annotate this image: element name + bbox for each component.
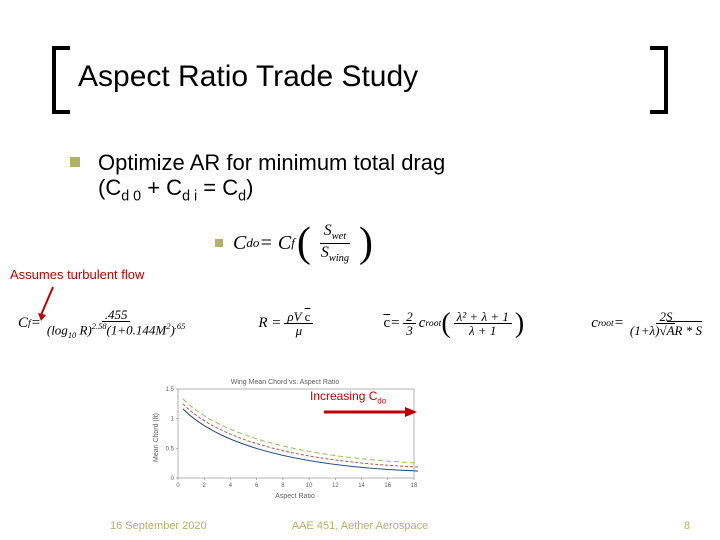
svg-text:6: 6 — [255, 483, 259, 489]
svg-text:0.5: 0.5 — [166, 446, 175, 452]
svg-text:8: 8 — [281, 483, 285, 489]
fraction: Swet Swing — [317, 222, 353, 263]
paren-left-icon: ( — [297, 222, 311, 264]
bracket-left-icon — [52, 46, 70, 114]
arrow-icon — [322, 404, 417, 420]
svg-text:1: 1 — [171, 417, 175, 423]
bullet-line2: (Cd 0 + Cd i = Cd) — [98, 175, 253, 200]
svg-text:14: 14 — [358, 483, 365, 489]
svg-text:Aspect Ratio: Aspect Ratio — [275, 493, 315, 500]
svg-text:18: 18 — [411, 483, 418, 489]
footer-page-number: 8 — [684, 520, 690, 532]
equation-cdo: Cdo = Cf ( Swet Swing ) — [233, 222, 375, 264]
equation-row: Cf = .455 (log10 R)2.58(1+0.144M2).65 R … — [18, 308, 708, 339]
svg-text:Wing Mean Chord vs. Aspect Rat: Wing Mean Chord vs. Aspect Ratio — [231, 379, 340, 386]
svg-text:10: 10 — [306, 483, 313, 489]
paren-right-icon: ) — [359, 222, 373, 264]
svg-text:1.5: 1.5 — [166, 387, 175, 393]
main-bullet: Optimize AR for minimum total drag (Cd 0… — [70, 150, 630, 205]
svg-text:2: 2 — [203, 483, 207, 489]
title-bracket-group: Aspect Ratio Trade Study — [60, 50, 660, 110]
svg-text:4: 4 — [229, 483, 233, 489]
svg-text:0: 0 — [171, 476, 175, 482]
footer-course: AAE 451, Aether Aerospace — [292, 520, 428, 532]
footer: 16 September 2020 AAE 451, Aether Aerosp… — [0, 520, 720, 532]
equation-cbar: c = 2 3 croot ( λ² + λ + 1 λ + 1 ) — [383, 310, 524, 338]
bracket-right-icon — [650, 46, 668, 114]
bullet-square-icon — [215, 239, 223, 247]
bullet-line1: Optimize AR for minimum total drag — [98, 150, 445, 175]
footer-date: 16 September 2020 — [110, 520, 207, 532]
svg-text:Mean Chord (ft): Mean Chord (ft) — [153, 413, 160, 462]
bullet-text: Optimize AR for minimum total drag (Cd 0… — [98, 150, 445, 205]
increasing-cdo-label: Increasing Cdo — [310, 389, 386, 405]
svg-text:0: 0 — [176, 483, 180, 489]
page-title: Aspect Ratio Trade Study — [78, 60, 418, 94]
equation-cf: Cf = .455 (log10 R)2.58(1+0.144M2).65 — [18, 308, 191, 339]
equation-croot: croot = 2S (1+λ)√AR * S — [591, 310, 708, 337]
svg-text:12: 12 — [332, 483, 339, 489]
turbulent-note: Assumes turbulent flow — [10, 267, 144, 282]
bullet-square-icon — [70, 157, 80, 167]
svg-text:16: 16 — [384, 483, 391, 489]
slide: Aspect Ratio Trade Study Optimize AR for… — [0, 0, 720, 540]
sub-bullet: Cdo = Cf ( Swet Swing ) — [215, 222, 375, 264]
equation-reynolds: R = ρV c μ — [258, 310, 316, 337]
